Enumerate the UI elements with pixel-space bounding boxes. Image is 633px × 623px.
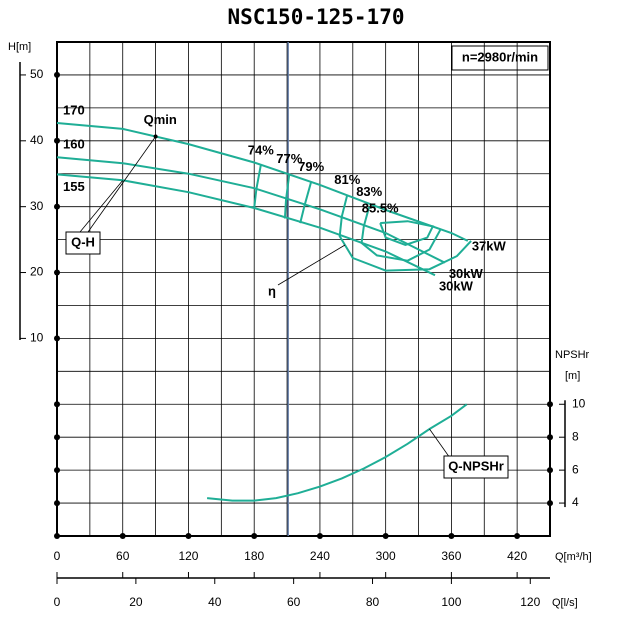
axis-dot	[54, 533, 60, 539]
axis-dot	[54, 434, 60, 441]
efficiency-contour	[379, 220, 435, 246]
x-tick-label: 60	[116, 549, 130, 563]
axis-dot	[251, 533, 258, 539]
efficiency-label: 85.5%	[362, 201, 399, 216]
x-tick-label: 300	[376, 549, 396, 563]
axis-dot	[54, 335, 60, 342]
x-tick-label: 0	[54, 549, 61, 563]
axis-dot	[547, 434, 553, 441]
y2-axis-label: NPSHr	[555, 349, 590, 361]
axis-dot	[119, 533, 126, 539]
leader	[87, 136, 156, 233]
x-tick-label: 180	[244, 549, 264, 563]
qmin-label: Qmin	[144, 112, 177, 127]
power-label: 37kW	[472, 238, 507, 253]
npsh-curve	[207, 403, 468, 502]
efficiency-label: 81%	[334, 172, 360, 187]
axis-dot	[547, 467, 553, 474]
chart-title: NSC150-125-170	[227, 5, 404, 29]
eta-label: η	[268, 283, 276, 298]
axis-dot	[547, 401, 553, 408]
efficiency-contour	[360, 206, 442, 262]
npsh-box	[443, 455, 509, 479]
axis-dot	[316, 533, 323, 539]
plot-frame	[56, 41, 551, 537]
y2-axis-unit: [m]	[565, 370, 580, 382]
x2-tick-label: 0	[54, 595, 61, 609]
x2-tick-label: 120	[520, 595, 540, 609]
leader	[277, 244, 346, 286]
power-label: 30kW	[439, 279, 474, 294]
x-tick-label: 420	[507, 549, 527, 563]
x2-tick-label: 60	[287, 595, 301, 609]
speed-label: n=2980r/min	[462, 49, 538, 64]
efficiency-label: 83%	[356, 184, 382, 199]
efficiency-label: 77%	[276, 151, 302, 166]
efficiency-contour	[253, 165, 262, 209]
leader	[429, 428, 451, 459]
x2-tick-label: 100	[441, 595, 461, 609]
axis-dot	[54, 203, 60, 210]
axis-dot	[185, 533, 192, 539]
y2-tick-label: 6	[572, 462, 579, 476]
curve-label: 155	[63, 179, 85, 194]
x2-tick-label: 80	[366, 595, 380, 609]
x2-axis-label: Q[l/s]	[552, 597, 578, 609]
power-label: 30kW	[449, 266, 484, 281]
x-tick-label: 360	[441, 549, 461, 563]
x-tick-label: 120	[178, 549, 198, 563]
x-tick-label: 240	[310, 549, 330, 563]
axis-dot	[54, 269, 60, 276]
qh-box	[65, 231, 101, 255]
axis-dot	[514, 533, 521, 539]
y2-tick-label: 10	[572, 396, 586, 410]
y-tick-label: 30	[30, 199, 44, 213]
x-axis-label: Q[m³/h]	[555, 551, 592, 563]
axis-dot	[54, 500, 60, 507]
y2-tick-label: 8	[572, 429, 579, 443]
y-tick-label: 20	[30, 265, 44, 279]
qh-curve	[56, 122, 469, 242]
speed-box	[451, 45, 549, 71]
axis-dot	[547, 500, 553, 507]
axis-dot	[54, 137, 60, 144]
curve-label: 170	[63, 102, 85, 117]
y-tick-label: 10	[30, 331, 44, 345]
efficiency-contour	[338, 194, 472, 272]
y-axis-label: H[m]	[8, 41, 31, 53]
efficiency-label: 79%	[298, 159, 324, 174]
efficiency-contour	[299, 181, 313, 224]
leader	[79, 180, 124, 233]
axis-dot	[54, 71, 60, 78]
axis-dot	[448, 533, 455, 539]
curve-label: 160	[63, 137, 85, 152]
x2-tick-label: 40	[208, 595, 222, 609]
x2-tick-label: 20	[129, 595, 143, 609]
axis-dot	[382, 533, 389, 539]
y-tick-label: 50	[30, 67, 44, 81]
axis-dot	[54, 401, 60, 408]
efficiency-contour	[283, 173, 291, 219]
y-tick-label: 40	[30, 133, 44, 147]
qh-label: Q-H	[71, 234, 95, 249]
y2-tick-label: 4	[572, 495, 579, 509]
npsh-label: Q-NPSHr	[448, 458, 504, 473]
qh-curve	[56, 156, 446, 264]
axis-dot	[54, 467, 60, 474]
efficiency-label: 74%	[248, 143, 274, 158]
